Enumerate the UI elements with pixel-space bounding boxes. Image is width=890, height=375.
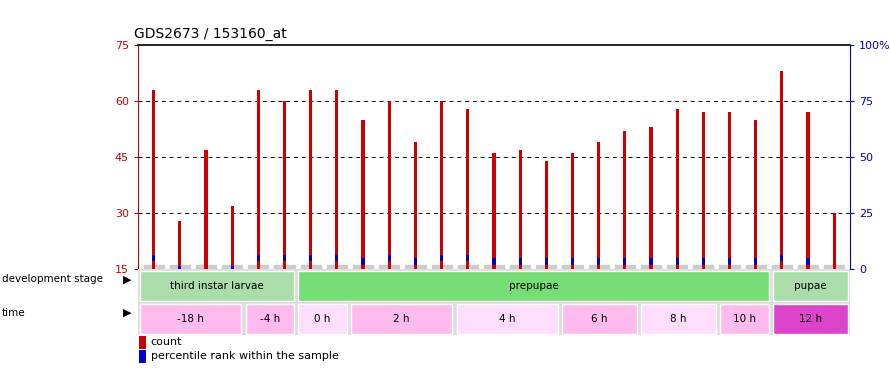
Bar bbox=[754, 258, 757, 265]
Bar bbox=[388, 255, 391, 261]
Text: 8 h: 8 h bbox=[670, 314, 687, 324]
Bar bbox=[728, 112, 731, 269]
Bar bbox=[257, 255, 260, 261]
Bar bbox=[570, 153, 574, 269]
Bar bbox=[309, 90, 312, 269]
Text: 4 h: 4 h bbox=[499, 314, 515, 324]
Text: pupae: pupae bbox=[794, 281, 827, 291]
Bar bbox=[388, 101, 391, 269]
Bar bbox=[440, 255, 443, 261]
Bar bbox=[773, 271, 848, 301]
Bar bbox=[457, 304, 558, 334]
Bar bbox=[257, 90, 260, 269]
Bar bbox=[702, 258, 705, 265]
Bar bbox=[773, 304, 848, 334]
Bar bbox=[231, 206, 234, 269]
Bar bbox=[570, 258, 574, 265]
Bar bbox=[720, 304, 769, 334]
Bar bbox=[205, 150, 207, 269]
Text: GDS2673 / 153160_at: GDS2673 / 153160_at bbox=[134, 27, 287, 41]
Bar bbox=[152, 90, 155, 269]
Bar bbox=[298, 271, 769, 301]
Text: development stage: development stage bbox=[2, 274, 102, 284]
Text: 2 h: 2 h bbox=[393, 314, 410, 324]
Bar bbox=[562, 304, 637, 334]
Bar bbox=[152, 255, 155, 261]
Bar bbox=[246, 304, 294, 334]
Bar bbox=[676, 258, 679, 265]
Bar bbox=[336, 90, 338, 269]
Bar bbox=[623, 258, 627, 265]
Bar bbox=[336, 255, 338, 261]
Bar bbox=[466, 255, 469, 261]
Bar bbox=[597, 258, 600, 265]
Bar bbox=[650, 127, 652, 269]
Bar bbox=[781, 71, 783, 269]
Bar bbox=[178, 221, 182, 269]
Bar bbox=[519, 258, 522, 265]
Bar bbox=[833, 213, 836, 269]
Bar bbox=[283, 255, 286, 261]
Bar bbox=[641, 304, 716, 334]
Bar bbox=[702, 112, 705, 269]
Bar bbox=[492, 258, 496, 265]
Bar bbox=[231, 266, 234, 273]
Bar bbox=[781, 255, 783, 261]
Text: 12 h: 12 h bbox=[799, 314, 822, 324]
Bar bbox=[597, 142, 600, 269]
Bar bbox=[140, 271, 294, 301]
Bar bbox=[519, 150, 522, 269]
Bar bbox=[754, 120, 757, 269]
Text: prepupae: prepupae bbox=[508, 281, 558, 291]
Bar bbox=[545, 258, 548, 265]
Bar bbox=[283, 101, 286, 269]
Text: ▶: ▶ bbox=[123, 274, 132, 284]
Text: 0 h: 0 h bbox=[314, 314, 331, 324]
Text: count: count bbox=[150, 338, 182, 348]
Bar bbox=[806, 112, 810, 269]
Text: third instar larvae: third instar larvae bbox=[170, 281, 264, 291]
Bar bbox=[623, 131, 627, 269]
Bar bbox=[205, 270, 207, 276]
Bar bbox=[298, 304, 347, 334]
Bar bbox=[140, 304, 241, 334]
Bar bbox=[351, 304, 452, 334]
Bar bbox=[492, 153, 496, 269]
Bar bbox=[361, 258, 365, 265]
Bar bbox=[414, 142, 417, 269]
Bar bbox=[728, 258, 731, 265]
Bar bbox=[650, 258, 652, 265]
Bar bbox=[545, 161, 548, 269]
Bar bbox=[361, 120, 365, 269]
Bar bbox=[414, 258, 417, 265]
Text: 10 h: 10 h bbox=[733, 314, 756, 324]
Bar bbox=[466, 108, 469, 269]
Text: percentile rank within the sample: percentile rank within the sample bbox=[150, 351, 338, 361]
Text: time: time bbox=[2, 308, 26, 318]
Bar bbox=[178, 266, 182, 273]
Bar bbox=[140, 336, 147, 349]
Bar bbox=[833, 270, 836, 276]
Bar bbox=[440, 101, 443, 269]
Text: -18 h: -18 h bbox=[177, 314, 204, 324]
Text: ▶: ▶ bbox=[123, 308, 132, 318]
Text: 6 h: 6 h bbox=[591, 314, 608, 324]
Text: -4 h: -4 h bbox=[260, 314, 280, 324]
Bar bbox=[676, 108, 679, 269]
Bar bbox=[309, 255, 312, 261]
Bar bbox=[140, 350, 147, 363]
Bar bbox=[806, 258, 810, 265]
